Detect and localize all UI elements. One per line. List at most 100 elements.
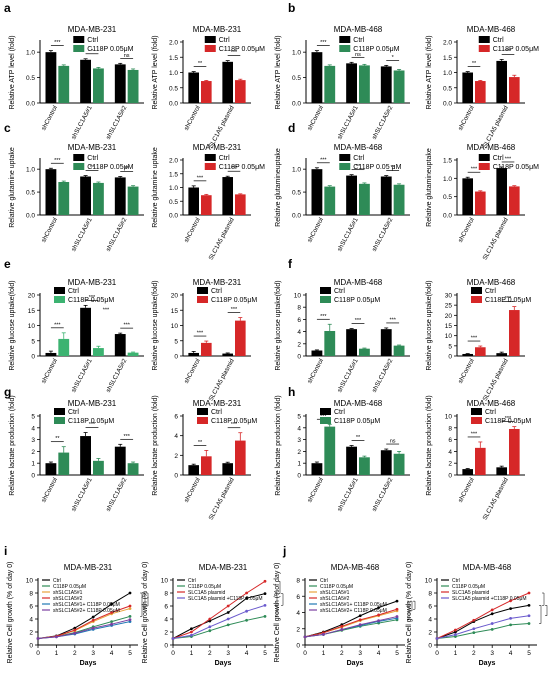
y-tick-label: 0 — [428, 643, 432, 650]
y-tick-label: 1.5 — [169, 55, 178, 62]
legend-entry: Ctrl — [334, 409, 345, 416]
x-axis-label: Days — [479, 660, 496, 667]
data-point — [91, 618, 95, 622]
legend-entry: Ctrl — [53, 578, 61, 584]
legend-swatch — [339, 163, 351, 170]
bar-h2-0-1 — [475, 447, 486, 475]
legend-entry: Ctrl — [353, 37, 364, 44]
bar-a2-1-1 — [235, 80, 246, 103]
legend-entry: SLC1A5 plasmid — [188, 590, 225, 596]
y-tick-label: 5 — [31, 338, 35, 345]
chart-d1: 0.0 0.5 1.0 Relative glutamineuptake MDA-MB-… — [275, 143, 410, 253]
y-tick-label: 4 — [296, 610, 300, 617]
series-line-j2-3 — [436, 615, 530, 639]
x-tick-label: SLC1A5 plasmid — [208, 476, 236, 521]
data-point — [73, 626, 77, 630]
sig-label: *** — [320, 40, 327, 46]
y-tick-label: 8 — [164, 591, 168, 598]
x-tick-label: shControl — [306, 105, 325, 132]
x-tick-label: shControl — [183, 477, 202, 504]
bar-e1-0-0 — [45, 352, 57, 356]
legend-entry: SLC1A5 plasmid +C118P 0.05μM — [188, 596, 263, 602]
y-tick-label: 0 — [297, 354, 301, 361]
y-tick-label: 0 — [448, 473, 452, 480]
bar-d1-2-0 — [380, 176, 392, 215]
y-tick-label: 1 — [297, 461, 301, 468]
legend-swatch — [320, 296, 331, 303]
bar-c1-0-0 — [45, 169, 57, 215]
x-tick-label: 5 — [395, 650, 399, 657]
x-tick-label: 5 — [263, 650, 267, 657]
y-axis-label: Relative Cell growth (% of day 0) — [406, 562, 413, 664]
bar-a1-0-0 — [45, 52, 57, 103]
legend-entry: C118P 0.05μM — [211, 418, 257, 425]
legend-swatch — [197, 287, 208, 294]
y-tick-label: 1 — [31, 461, 35, 468]
legend-entry: C118P 0.05μM — [452, 584, 485, 590]
chart-title: MDA-MB-231 — [68, 278, 117, 287]
data-point — [358, 614, 362, 618]
y-tick-label: 10 — [445, 414, 453, 421]
bar-h1-0-1 — [324, 426, 336, 475]
legend-swatch — [471, 417, 482, 424]
x-tick-label: shSLC1A5#2 — [105, 104, 129, 140]
y-tick-label: 25 — [445, 303, 453, 310]
x-tick-label: SLC1A5 plasmid — [482, 357, 510, 402]
panel-letter-i: i — [4, 544, 7, 558]
panel-letter-b: b — [288, 1, 295, 15]
y-axis-label: Relative ATP level (fold) — [152, 35, 159, 109]
bar-g2-1-1 — [235, 440, 246, 475]
chart-f1: 0 2 4 6 8 10 Relative glucose uptake(fold) MDA-… — [275, 278, 410, 394]
sig-label: *** — [231, 166, 238, 172]
chart-g2: 0 2 4 6 Relative lactate production (fold) MD… — [152, 395, 257, 521]
sig-bracket — [413, 600, 416, 610]
chart-g1: 0 1 2 3 4 5 Relative lactate production (fold)… — [9, 395, 144, 513]
bar-g1-1-0 — [80, 436, 91, 475]
chart-c2: 0.0 0.5 1.0 1.5 2.0 Relative glutamine uptake… — [152, 143, 265, 261]
legend-entry: shSLC1A5#2+ C118P 0.05μM — [320, 608, 387, 614]
chart-title: MDA-MB-468 — [467, 399, 516, 408]
bar-d1-1-0 — [346, 175, 357, 215]
legend-entry: Ctrl — [87, 155, 98, 162]
data-point — [454, 630, 457, 634]
bar-a1-0-1 — [58, 65, 70, 103]
legend-entry: Ctrl — [320, 578, 328, 584]
y-tick-label: 0 — [174, 354, 178, 361]
bar-b2-1-1 — [509, 77, 520, 103]
data-point — [395, 615, 399, 618]
chart-title: MDA-MB-231 — [193, 399, 242, 408]
legend-swatch — [73, 45, 85, 52]
y-tick-label: 0 — [31, 473, 35, 480]
y-tick-label: 0.0 — [292, 213, 301, 220]
data-point — [55, 635, 58, 639]
data-point — [263, 592, 267, 596]
bar-h2-1-1 — [509, 428, 520, 475]
sig-bracket — [407, 600, 410, 621]
y-tick-label: 1.0 — [169, 185, 178, 192]
x-tick-label: shControl — [457, 217, 476, 244]
bar-g1-0-1 — [58, 452, 70, 475]
y-tick-label: 4 — [297, 329, 301, 336]
chart-title: MDA-MB-468 — [334, 25, 383, 34]
data-point — [128, 604, 132, 608]
x-tick-label: shControl — [183, 217, 202, 244]
chart-title: MDA-MB-231 — [68, 399, 117, 408]
legend-swatch — [54, 417, 65, 424]
y-tick-label: 30 — [445, 293, 453, 300]
bar-g2-1-0 — [222, 463, 233, 475]
bar-f1-1-0 — [346, 329, 357, 356]
bar-h1-1-0 — [346, 446, 357, 475]
legend-entry: C118P 0.05μM — [219, 46, 265, 53]
legend-swatch — [73, 154, 85, 161]
y-tick-label: 1.0 — [443, 70, 452, 77]
y-tick-label: 8 — [296, 578, 300, 585]
chart-title: MDA-MB-468 — [467, 143, 516, 152]
data-point — [128, 620, 132, 623]
sig-label: *** — [89, 295, 96, 301]
bar-c2-0-1 — [201, 195, 212, 215]
y-tick-label: 0.0 — [292, 101, 301, 108]
data-point — [377, 613, 380, 617]
y-tick-label: 4 — [297, 425, 301, 432]
data-point — [454, 635, 457, 638]
